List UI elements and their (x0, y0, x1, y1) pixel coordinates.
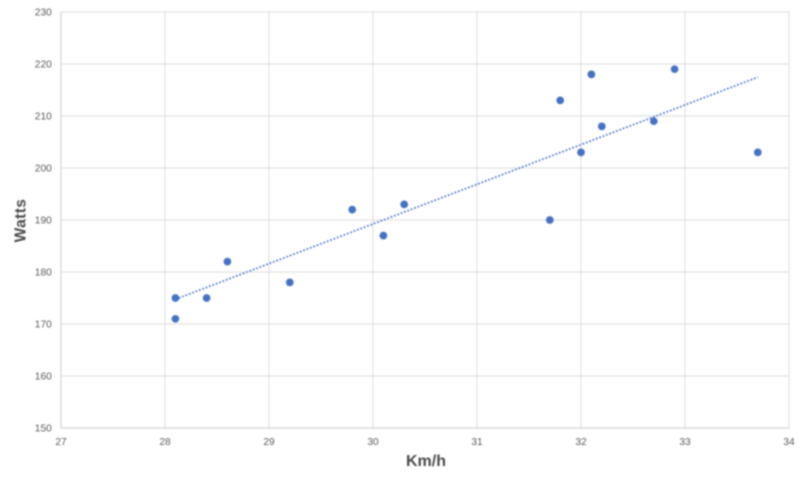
svg-text:180: 180 (35, 268, 52, 279)
svg-text:190: 190 (35, 216, 52, 227)
svg-text:210: 210 (35, 112, 52, 123)
svg-text:29: 29 (263, 437, 275, 448)
svg-text:34: 34 (783, 437, 795, 448)
svg-text:28: 28 (159, 437, 171, 448)
svg-text:230: 230 (35, 8, 52, 19)
svg-text:150: 150 (35, 424, 52, 435)
svg-text:220: 220 (35, 60, 52, 71)
svg-text:Km/h: Km/h (406, 453, 446, 470)
svg-text:33: 33 (679, 437, 691, 448)
svg-text:200: 200 (35, 164, 52, 175)
svg-text:Watts: Watts (13, 199, 30, 243)
svg-text:160: 160 (35, 372, 52, 383)
svg-text:31: 31 (471, 437, 483, 448)
svg-text:32: 32 (575, 437, 587, 448)
svg-text:30: 30 (367, 437, 379, 448)
svg-text:27: 27 (55, 437, 67, 448)
svg-text:170: 170 (35, 320, 52, 331)
